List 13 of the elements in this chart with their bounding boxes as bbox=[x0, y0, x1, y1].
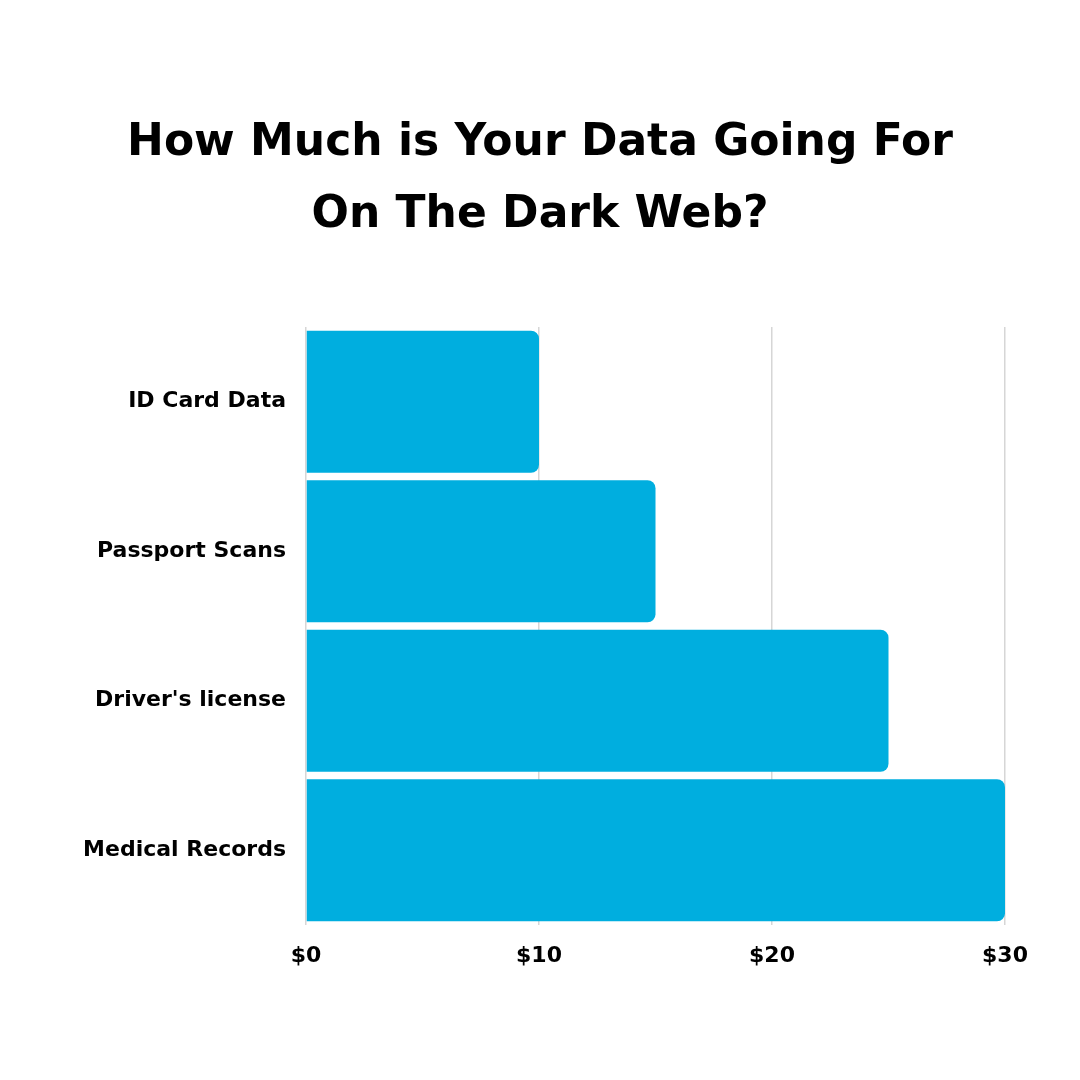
y-tick-label: Medical Records bbox=[83, 835, 286, 861]
x-tick-label: $0 bbox=[290, 941, 322, 967]
y-tick-label: ID Card Data bbox=[128, 387, 286, 413]
chart-title: How Much is Your Data Going For On The Dark Web? bbox=[126, 113, 954, 239]
x-tick-label: $20 bbox=[749, 941, 795, 967]
y-tick-label: Driver's license bbox=[95, 686, 286, 712]
bar bbox=[306, 629, 889, 772]
y-tick-label: Passport Scans bbox=[97, 536, 286, 562]
bar bbox=[306, 480, 656, 623]
x-tick-label: $30 bbox=[982, 941, 1028, 967]
bar bbox=[306, 779, 1005, 922]
bar bbox=[306, 330, 539, 473]
x-tick-label: $10 bbox=[516, 941, 562, 967]
